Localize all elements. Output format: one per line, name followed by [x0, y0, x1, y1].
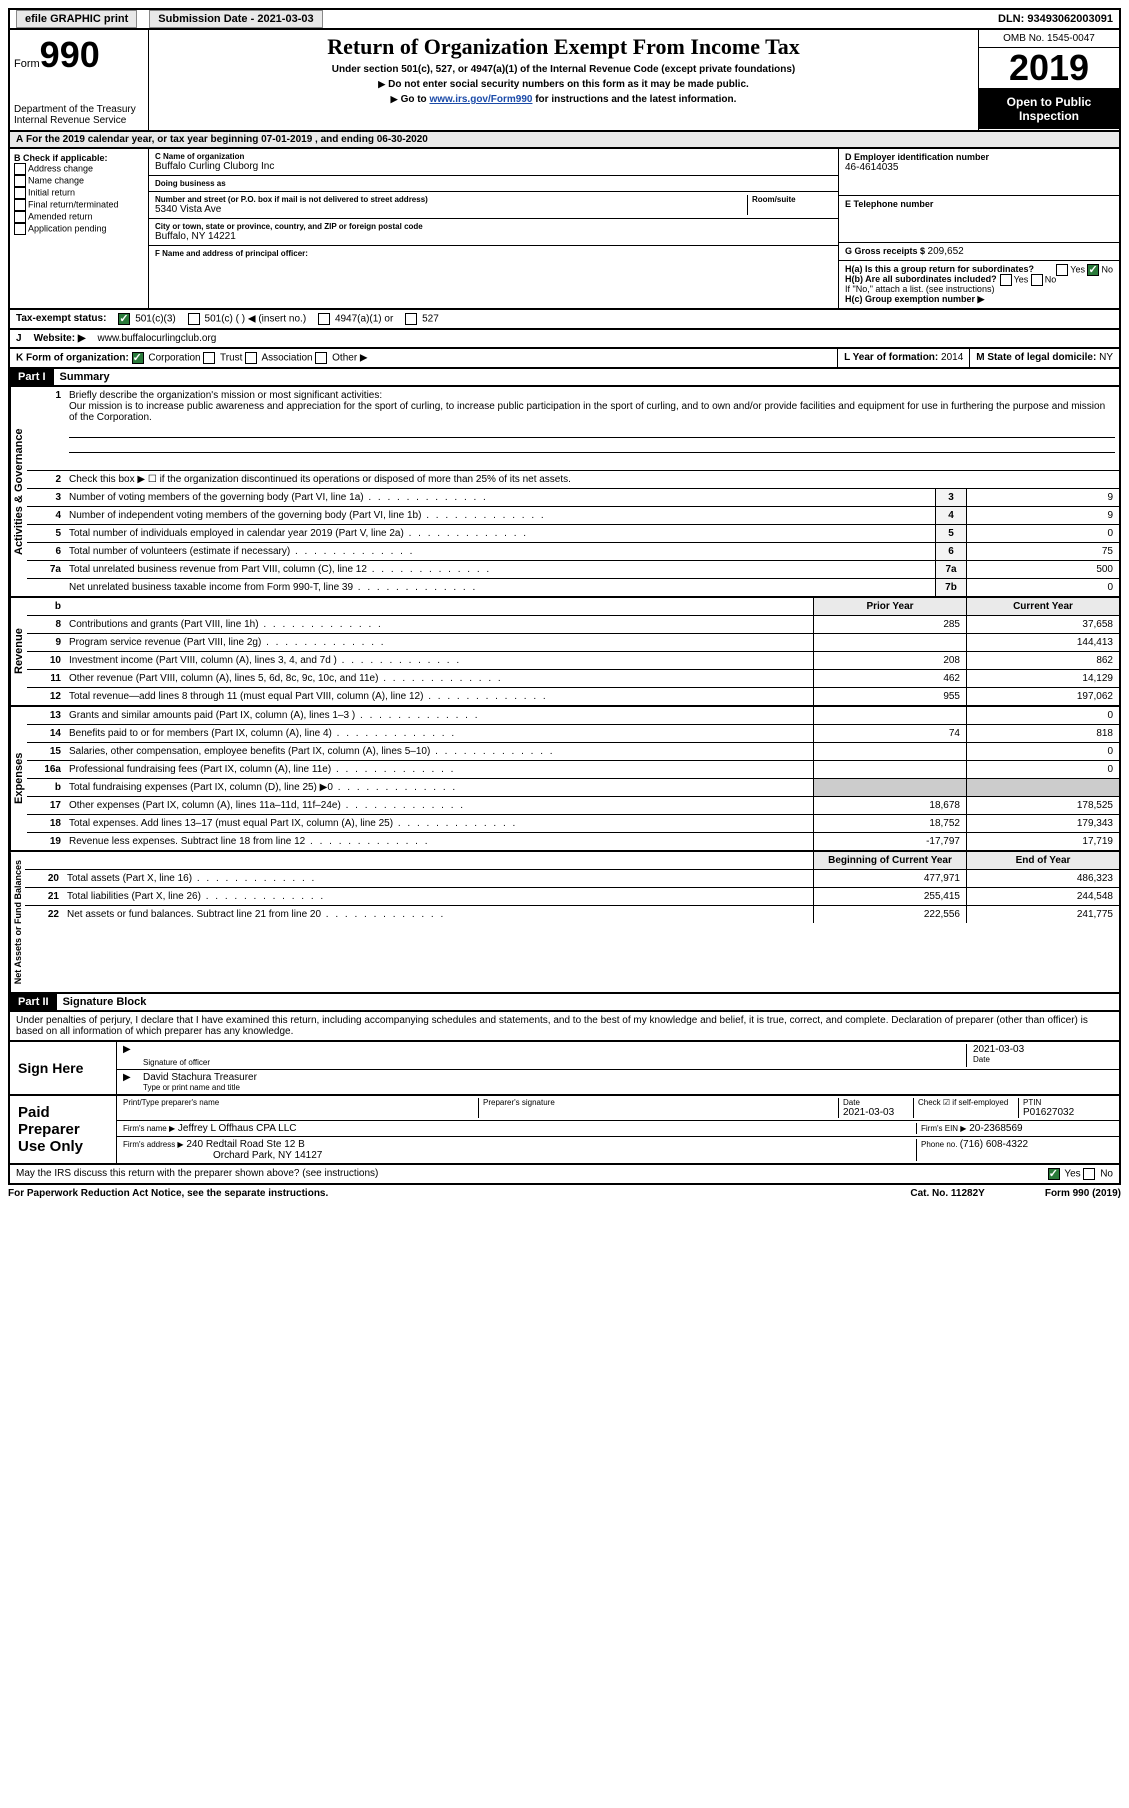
- discuss-yes-checkbox[interactable]: [1048, 1168, 1060, 1180]
- efile-button[interactable]: efile GRAPHIC print: [16, 10, 137, 28]
- submission-button[interactable]: Submission Date - 2021-03-03: [149, 10, 322, 28]
- sign-here-block: Sign Here ▶Signature of officer2021-03-0…: [8, 1042, 1121, 1096]
- form-header: Form990 Department of the Treasury Inter…: [8, 30, 1121, 132]
- col-d: D Employer identification number46-46140…: [839, 149, 1119, 308]
- row-a: A For the 2019 calendar year, or tax yea…: [8, 132, 1121, 149]
- addr-change-checkbox[interactable]: [14, 163, 26, 175]
- org-name: Buffalo Curling Cluborg Inc: [155, 161, 832, 172]
- final-return-checkbox[interactable]: [14, 199, 26, 211]
- header-center: Return of Organization Exempt From Incom…: [149, 30, 978, 130]
- block-bcd: B Check if applicable: Address change Na…: [8, 149, 1121, 310]
- part1-header: Part I Summary: [8, 369, 1121, 387]
- org-address: 5340 Vista Ave: [155, 204, 747, 215]
- header-right: OMB No. 1545-0047 2019 Open to Public In…: [978, 30, 1119, 130]
- corp-checkbox[interactable]: [132, 352, 144, 364]
- dln: DLN: 93493062003091: [992, 10, 1119, 28]
- officer-name: David Stachura Treasurer: [143, 1072, 1113, 1083]
- summary-revenue: Revenue bPrior YearCurrent Year 8Contrib…: [8, 598, 1121, 707]
- ha-no-checkbox[interactable]: [1087, 264, 1099, 276]
- omb-number: OMB No. 1545-0047: [979, 30, 1119, 48]
- org-city: Buffalo, NY 14221: [155, 231, 832, 242]
- website-row: J Website: ▶ www.buffalocurlingclub.org: [8, 330, 1121, 349]
- instructions-link[interactable]: www.irs.gov/Form990: [429, 94, 532, 105]
- summary-governance: Activities & Governance 1Briefly describ…: [8, 387, 1121, 598]
- part2-header: Part II Signature Block: [8, 994, 1121, 1012]
- name-change-checkbox[interactable]: [14, 175, 26, 187]
- tax-year: 2019: [979, 48, 1119, 89]
- amended-checkbox[interactable]: [14, 211, 26, 223]
- paid-preparer-block: Paid Preparer Use Only Print/Type prepar…: [8, 1096, 1121, 1165]
- col-c: C Name of organizationBuffalo Curling Cl…: [149, 149, 839, 308]
- col-b: B Check if applicable: Address change Na…: [10, 149, 149, 308]
- footer: For Paperwork Reduction Act Notice, see …: [8, 1185, 1121, 1202]
- form-title: Return of Organization Exempt From Incom…: [153, 34, 974, 60]
- open-public-badge: Open to Public Inspection: [979, 89, 1119, 129]
- discuss-row: May the IRS discuss this return with the…: [8, 1165, 1121, 1185]
- header-left: Form990 Department of the Treasury Inter…: [10, 30, 149, 130]
- initial-return-checkbox[interactable]: [14, 187, 26, 199]
- website-url: www.buffalocurlingclub.org: [92, 330, 223, 347]
- top-bar: efile GRAPHIC print Submission Date - 20…: [8, 8, 1121, 30]
- ein: 46-4614035: [845, 162, 1113, 173]
- klm-row: K Form of organization: Corporation Trus…: [8, 349, 1121, 369]
- mission-text: Our mission is to increase public awaren…: [69, 401, 1105, 423]
- app-pending-checkbox[interactable]: [14, 223, 26, 235]
- tax-status-row: Tax-exempt status: 501(c)(3) 501(c) ( ) …: [8, 310, 1121, 330]
- summary-expenses: Expenses 13Grants and similar amounts pa…: [8, 707, 1121, 852]
- dept-label: Department of the Treasury Internal Reve…: [14, 104, 144, 126]
- 501c3-checkbox[interactable]: [118, 313, 130, 325]
- firm-name: Jeffrey L Offhaus CPA LLC: [178, 1123, 297, 1134]
- gross-receipts: 209,652: [928, 246, 964, 257]
- declaration-text: Under penalties of perjury, I declare th…: [8, 1012, 1121, 1042]
- summary-netassets: Net Assets or Fund Balances Beginning of…: [8, 852, 1121, 994]
